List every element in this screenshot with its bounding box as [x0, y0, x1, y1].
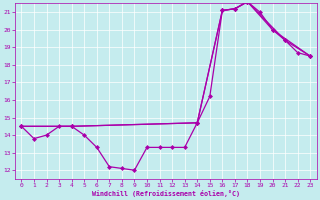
X-axis label: Windchill (Refroidissement éolien,°C): Windchill (Refroidissement éolien,°C): [92, 190, 240, 197]
